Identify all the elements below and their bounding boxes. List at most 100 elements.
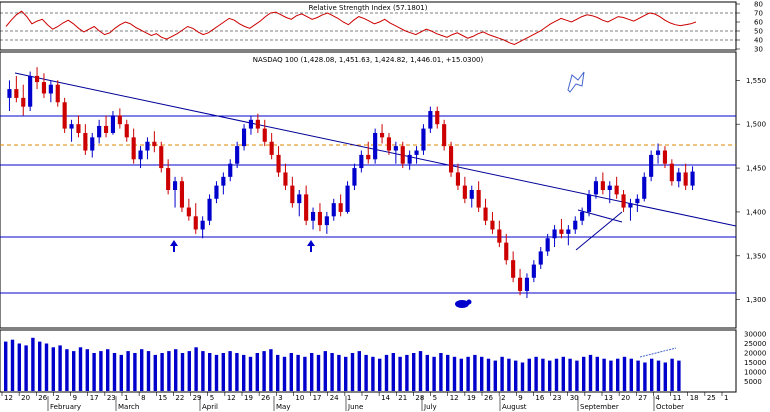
candle-body [338,203,343,212]
candle [497,220,502,248]
x-day-label: 17 [313,394,322,402]
candle-body [76,124,81,133]
candle-body [414,150,419,155]
candle [131,128,136,164]
candle [283,163,288,190]
candle-body [262,128,267,142]
bear-icon [455,299,472,308]
candle [366,141,371,164]
x-day-label: 25 [707,394,716,402]
x-day-label: 5 [433,394,437,402]
volume-bar [310,353,314,391]
candle-body [580,211,585,221]
candle [14,75,19,103]
volume-bar [466,356,470,391]
candle [152,131,157,153]
candle [511,251,516,283]
volume-tick-label: 30000 [744,331,766,339]
candle-body [559,229,564,234]
candle-body [41,82,47,94]
candle-body [379,132,385,138]
candle [55,80,60,107]
candle-body [662,150,668,164]
x-day-label: 13 [604,394,613,402]
x-day-label: 5 [210,394,214,402]
triangle-upper-line [577,209,623,223]
triangle-lower-line [575,211,623,251]
volume-bar [493,360,497,391]
x-month-label: June [347,403,363,411]
candle-body [152,141,157,147]
volume-bar [242,354,246,391]
volume-bar [344,356,348,391]
candle [90,132,95,158]
candle [690,166,695,190]
candle [214,181,219,204]
candle-body [442,124,447,147]
volume-bar [255,353,259,391]
volume-bar [378,358,382,391]
candle [400,141,405,169]
candle-body [290,185,295,204]
candle-body [110,115,116,133]
x-day-label: 21 [398,394,407,402]
candle-body [448,146,454,173]
candle-body [531,264,536,278]
candle [228,159,233,182]
x-month-label: March [118,403,139,411]
volume-bar [650,358,654,391]
candle-body [386,137,392,151]
volume-bar [527,358,531,391]
candle-body [48,84,53,94]
candle [621,190,626,212]
volume-bar [99,351,103,391]
candle-body [490,220,495,230]
candle-body [607,185,612,190]
candle [110,111,116,135]
volume-bar [126,351,130,391]
volume-bar [262,351,266,391]
candle-body [310,211,316,221]
volume-bar [303,356,307,391]
candle-body [97,125,102,138]
candle [7,80,12,112]
volume-bar [656,360,661,391]
candle [559,218,564,239]
candle [179,176,185,212]
candle [310,207,316,230]
volume-tick-label: 5000 [744,378,762,386]
volume-bar [500,356,504,391]
candle [676,168,681,188]
candle [145,137,150,160]
candle [69,119,74,142]
candle-body [649,154,654,177]
volume-bar [446,354,450,391]
price-tick-label: 1,500 [746,121,766,129]
candle [359,150,364,173]
x-day-label: 19 [244,394,253,402]
candle [614,176,619,199]
price-tick-label: 1,400 [746,208,766,216]
candle-body [55,84,60,103]
candle [117,108,122,129]
candle [483,198,488,226]
candle-body [366,154,371,160]
x-day-label: 26 [484,394,493,402]
x-month-label: October [656,403,684,411]
candle [200,216,205,239]
candle [62,97,67,133]
candle-body [400,146,405,164]
volume-bar [221,353,225,391]
candle [138,146,143,169]
volume-bar [208,353,212,391]
candle-body [573,220,578,230]
candle-body [538,251,543,265]
candle [421,124,426,155]
candle [669,159,674,186]
x-month-label: August [502,403,527,411]
candle-body [593,181,599,195]
candle-body [373,132,378,160]
volume-bar [146,351,151,391]
